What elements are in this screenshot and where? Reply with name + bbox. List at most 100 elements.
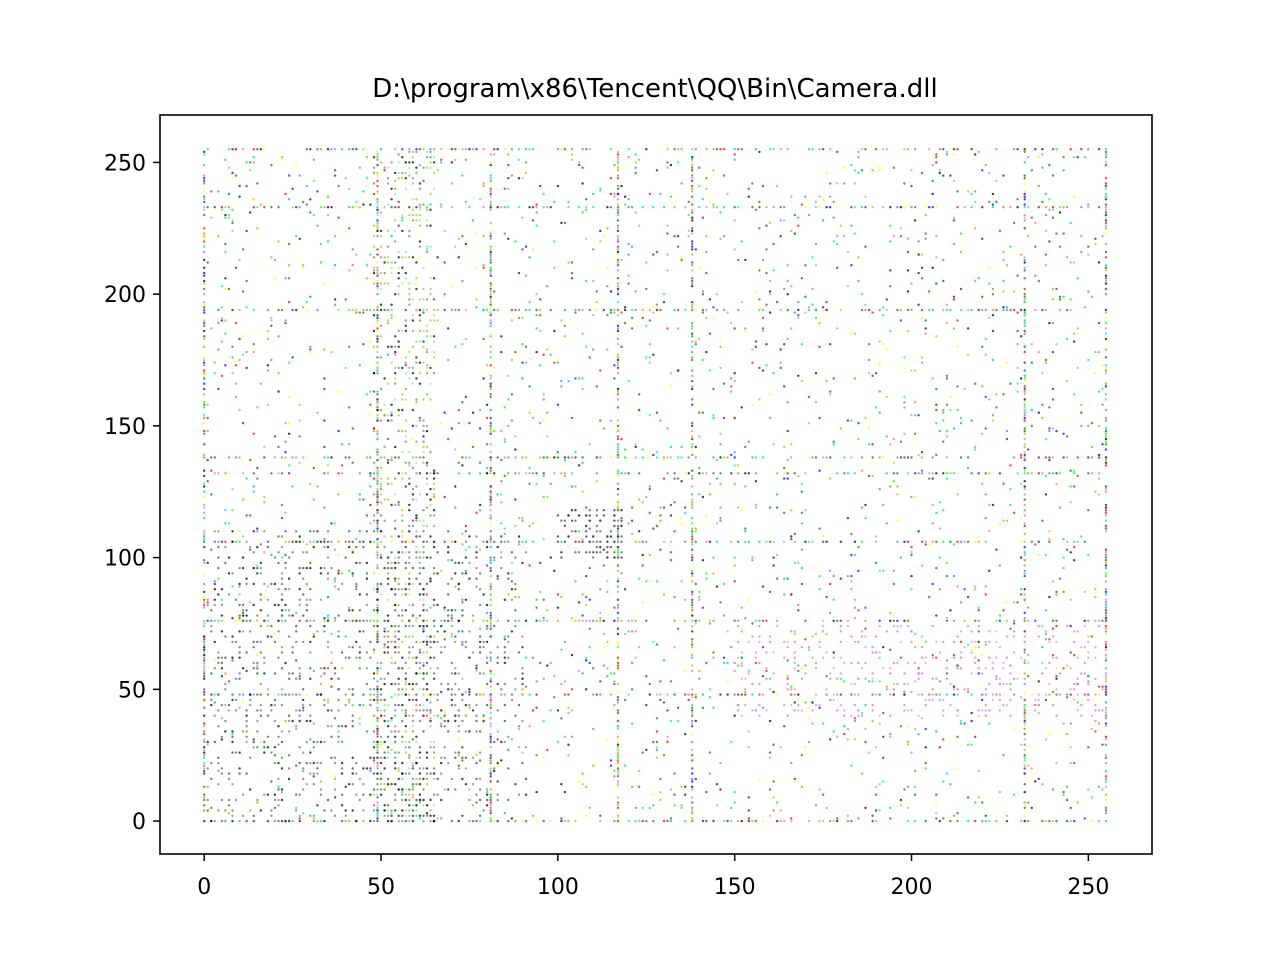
scatter-point (478, 472, 482, 475)
scatter-point (998, 564, 1002, 567)
scatter-point (241, 535, 245, 538)
scatter-point (291, 693, 294, 696)
scatter-point (885, 435, 888, 438)
scatter-point (482, 235, 485, 238)
scatter-point (203, 619, 206, 622)
scatter-point (1087, 206, 1090, 209)
scatter-point (630, 785, 634, 788)
scatter-point (524, 656, 528, 659)
scatter-point (203, 559, 206, 562)
scatter-point (687, 693, 690, 696)
scatter-point (981, 385, 984, 388)
scatter-point (991, 314, 995, 317)
scatter-point (719, 337, 722, 341)
scatter-point (507, 398, 510, 401)
scatter-point (312, 817, 315, 820)
scatter-point (928, 308, 931, 312)
scatter-point (348, 540, 351, 543)
scatter-point (974, 619, 977, 622)
scatter-point (952, 242, 956, 246)
scatter-point (988, 722, 991, 725)
scatter-point (220, 738, 224, 741)
scatter-point (323, 377, 326, 380)
scatter-point (970, 472, 973, 475)
scatter-point (931, 163, 934, 167)
scatter-point (1104, 456, 1108, 459)
scatter-point (1012, 793, 1016, 796)
scatter-point (648, 487, 651, 491)
scatter-point (1104, 432, 1108, 435)
scatter-point (376, 269, 379, 272)
scatter-point (903, 540, 906, 543)
scatter-point (404, 361, 407, 364)
scatter-point (489, 458, 492, 462)
scatter-point (507, 593, 510, 596)
scatter-point (984, 493, 987, 496)
scatter-point (737, 819, 740, 823)
scatter-point (429, 150, 432, 154)
scatter-point (775, 184, 779, 188)
scatter-point (839, 224, 842, 227)
scatter-point (326, 595, 330, 599)
scatter-point (899, 440, 903, 443)
scatter-point (217, 348, 220, 351)
scatter-point (814, 206, 818, 209)
scatter-point (1104, 448, 1108, 451)
scatter-point (280, 456, 284, 459)
scatter-point (404, 661, 407, 665)
scatter-point (1104, 772, 1108, 775)
scatter-point (422, 703, 425, 707)
scatter-point (850, 163, 853, 167)
scatter-point (974, 540, 977, 543)
scatter-point (687, 213, 690, 217)
scatter-point (581, 614, 584, 617)
scatter-point (309, 482, 312, 485)
scatter-point (379, 593, 383, 596)
scatter-point (203, 677, 206, 680)
scatter-point (238, 619, 241, 622)
scatter-point (853, 206, 857, 209)
scatter-point (524, 171, 528, 175)
scatter-point (231, 693, 234, 696)
scatter-point (744, 530, 747, 533)
scatter-point (563, 221, 567, 225)
scatter-point (252, 432, 255, 435)
scatter-point (935, 453, 938, 457)
scatter-point (1044, 213, 1048, 217)
scatter-point (942, 472, 945, 475)
scatter-point (383, 169, 386, 172)
scatter-point (790, 538, 793, 541)
scatter-point (379, 493, 383, 496)
scatter-point (1062, 790, 1065, 794)
scatter-point (966, 327, 970, 330)
scatter-point (1023, 717, 1026, 720)
scatter-point (793, 777, 796, 781)
scatter-point (259, 740, 262, 744)
scatter-point (560, 595, 563, 599)
scatter-point (588, 806, 591, 810)
scatter-point (259, 203, 262, 206)
scatter-point (1023, 545, 1026, 549)
scatter-point (535, 680, 538, 683)
scatter-point (1087, 456, 1090, 459)
scatter-point (376, 527, 379, 530)
scatter-point (284, 440, 287, 443)
scatter-point (1023, 374, 1026, 377)
scatter-point (379, 466, 383, 470)
scatter-point (715, 585, 719, 588)
scatter-point (234, 540, 238, 543)
scatter-point (252, 490, 255, 493)
scatter-point (372, 588, 376, 591)
scatter-point (560, 648, 563, 651)
scatter-point (998, 522, 1002, 525)
scatter-point (684, 308, 687, 312)
scatter-point (786, 477, 789, 480)
scatter-point (203, 582, 206, 586)
scatter-point (231, 345, 234, 348)
scatter-point (768, 416, 772, 420)
scatter-point (613, 514, 616, 517)
scatter-point (988, 530, 991, 533)
scatter-point (369, 767, 372, 770)
scatter-point (609, 456, 613, 459)
scatter-point (889, 443, 892, 446)
